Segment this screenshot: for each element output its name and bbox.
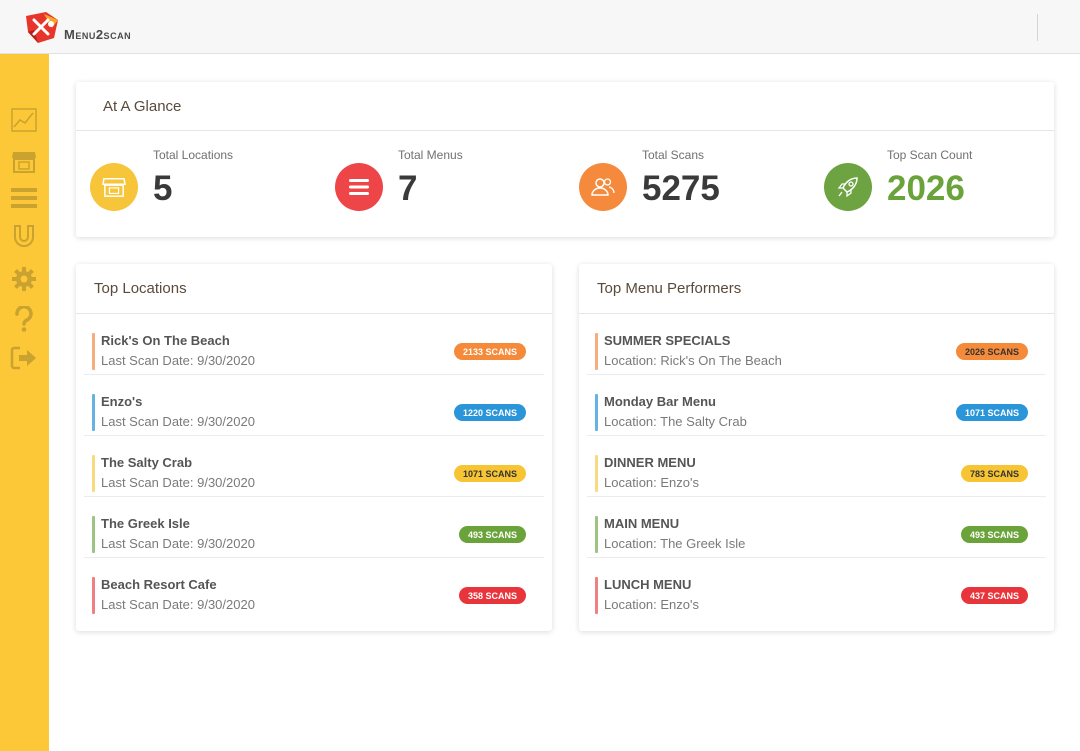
row-title: Beach Resort Cafe (101, 577, 217, 592)
location-row[interactable]: Rick's On The Beach Last Scan Date: 9/30/… (84, 314, 544, 375)
users-icon (591, 178, 615, 196)
row-title: Monday Bar Menu (604, 394, 716, 409)
row-subtitle: Location: Rick's On The Beach (604, 353, 782, 368)
menu-bars-icon (11, 188, 37, 208)
row-color-bar (595, 516, 598, 553)
row-subtitle: Last Scan Date: 9/30/2020 (101, 475, 255, 490)
row-subtitle: Last Scan Date: 9/30/2020 (101, 536, 255, 551)
row-title: Enzo's (101, 394, 143, 409)
stat-value: 5 (153, 169, 173, 208)
stat-value: 7 (398, 169, 418, 208)
at-a-glance-card: At A Glance Total Locations 5 Tota (76, 82, 1054, 237)
menu-bars-icon (349, 179, 369, 195)
row-color-bar (595, 394, 598, 431)
logo[interactable]: Menu2scan (24, 10, 131, 44)
stat-total-scans: Total Scans 5275 (579, 131, 819, 236)
chart-line-icon (11, 108, 37, 132)
sign-out-icon (10, 346, 36, 370)
sidebar (0, 54, 49, 751)
menu-row[interactable]: Monday Bar Menu Location: The Salty Crab 1… (587, 375, 1046, 436)
row-color-bar (92, 455, 95, 492)
row-color-bar (92, 577, 95, 614)
top-menus-title: Top Menu Performers (579, 264, 1054, 314)
row-subtitle: Location: The Salty Crab (604, 414, 747, 429)
scan-count-badge: 2133 SCANS (453, 343, 526, 360)
top-locations-card: Top Locations Rick's On The Beach Last Sc… (76, 264, 552, 631)
gear-icon (12, 267, 36, 291)
row-title: The Salty Crab (101, 455, 193, 470)
row-color-bar (595, 577, 598, 614)
sidebar-item-locations[interactable] (10, 147, 38, 175)
topbar-divider (1037, 14, 1038, 41)
location-row[interactable]: Beach Resort Cafe Last Scan Date: 9/30/20… (84, 558, 544, 619)
scan-count-badge: 493 SCANS (458, 526, 526, 543)
stat-value: 5275 (642, 169, 720, 208)
row-color-bar (92, 516, 95, 553)
top-menus-list: SUMMER SPECIALS Location: Rick's On The B… (579, 314, 1054, 619)
row-title: Rick's On The Beach (101, 333, 230, 348)
menu-row[interactable]: MAIN MENU Location: The Greek Isle 493 SCA… (587, 497, 1046, 558)
location-row[interactable]: The Greek Isle Last Scan Date: 9/30/2020 4… (84, 497, 544, 558)
stat-icon-circle (579, 163, 627, 211)
scan-count-badge: 1220 SCANS (453, 404, 526, 421)
top-menus-card: Top Menu Performers SUMMER SPECIALS Locat… (579, 264, 1054, 631)
scan-count-badge: 493 SCANS (960, 526, 1028, 543)
top-locations-list: Rick's On The Beach Last Scan Date: 9/30/… (76, 314, 552, 619)
row-title: The Greek Isle (101, 516, 190, 531)
stat-label: Total Scans (642, 148, 705, 162)
row-title: MAIN MENU (604, 516, 680, 531)
logo-text: Menu2scan (64, 27, 132, 42)
row-title: SUMMER SPECIALS (604, 333, 731, 348)
stat-icon-circle (90, 163, 138, 211)
scan-count-badge: 437 SCANS (960, 587, 1028, 604)
scan-count-badge: 1071 SCANS (955, 404, 1028, 421)
sidebar-item-logout[interactable] (10, 344, 38, 372)
stat-label: Total Menus (398, 148, 463, 162)
stat-label: Top Scan Count (887, 148, 973, 162)
top-bar: Menu2scan (0, 0, 1080, 54)
stat-total-locations: Total Locations 5 (90, 131, 330, 236)
menu-row[interactable]: LUNCH MENU Location: Enzo's 437 SCANS (587, 558, 1046, 619)
row-color-bar (595, 333, 598, 370)
location-row[interactable]: The Salty Crab Last Scan Date: 9/30/2020 1… (84, 436, 544, 497)
row-subtitle: Last Scan Date: 9/30/2020 (101, 353, 255, 368)
scan-count-badge: 783 SCANS (960, 465, 1028, 482)
store-icon (12, 152, 36, 173)
row-subtitle: Location: Enzo's (604, 475, 699, 490)
menu-row[interactable]: SUMMER SPECIALS Location: Rick's On The B… (587, 314, 1046, 375)
rocket-icon (837, 177, 858, 198)
stat-label: Total Locations (153, 148, 234, 162)
menu-row[interactable]: DINNER MENU Location: Enzo's 783 SCANS (587, 436, 1046, 497)
stat-icon-circle (335, 163, 383, 211)
row-color-bar (92, 333, 95, 370)
stat-total-menus: Total Menus 7 (335, 131, 575, 236)
sidebar-item-integrations[interactable] (10, 223, 38, 251)
row-title: DINNER MENU (604, 455, 696, 470)
store-icon (102, 178, 126, 197)
question-icon (15, 306, 33, 332)
row-subtitle: Location: The Greek Isle (604, 536, 746, 551)
sidebar-item-analytics[interactable] (10, 106, 38, 134)
stat-icon-circle (824, 163, 872, 211)
row-title: LUNCH MENU (604, 577, 692, 592)
row-color-bar (595, 455, 598, 492)
row-color-bar (92, 394, 95, 431)
stat-value: 2026 (887, 169, 965, 208)
magnet-icon (14, 225, 34, 247)
logo-mark-icon (26, 12, 58, 43)
scan-count-badge: 2026 SCANS (955, 343, 1028, 360)
row-subtitle: Location: Enzo's (604, 597, 699, 612)
sidebar-item-menus[interactable] (10, 184, 38, 212)
sidebar-item-settings[interactable] (10, 265, 38, 293)
row-subtitle: Last Scan Date: 9/30/2020 (101, 597, 255, 612)
location-row[interactable]: Enzo's Last Scan Date: 9/30/2020 1220 SCAN… (84, 375, 544, 436)
row-subtitle: Last Scan Date: 9/30/2020 (101, 414, 255, 429)
sidebar-item-help[interactable] (10, 305, 38, 333)
top-locations-title: Top Locations (76, 264, 552, 314)
stat-top-scan-count: Top Scan Count 2026 (824, 131, 1044, 236)
scan-count-badge: 358 SCANS (458, 587, 526, 604)
at-a-glance-title: At A Glance (76, 82, 1054, 131)
scan-count-badge: 1071 SCANS (453, 465, 526, 482)
